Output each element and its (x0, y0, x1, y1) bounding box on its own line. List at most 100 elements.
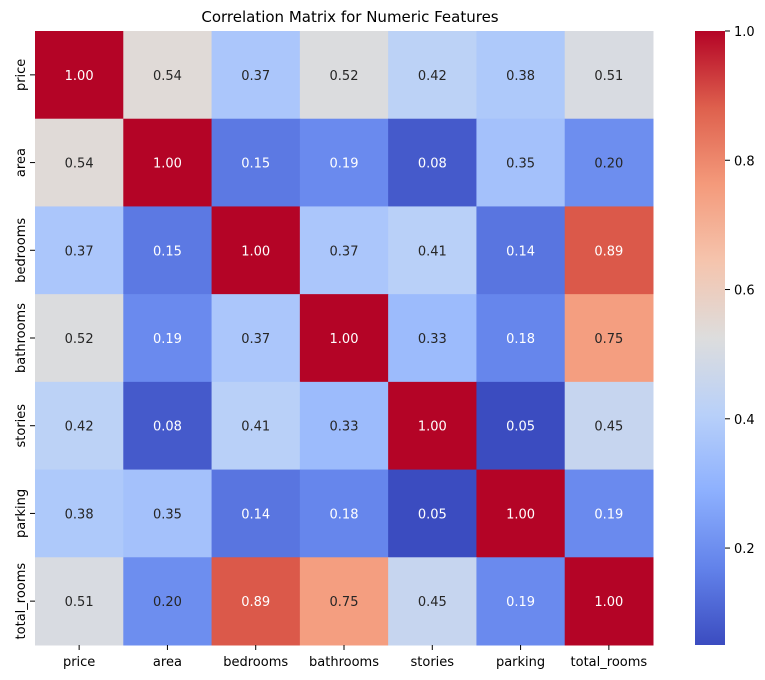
y-tick-label-bedrooms: bedrooms (14, 218, 29, 283)
heatmap-cell-3-6 (564, 294, 654, 383)
cell-value-2-2: 1.00 (241, 244, 270, 259)
heatmap-cell-4-6 (564, 381, 654, 471)
chart-title: Correlation Matrix for Numeric Features (201, 8, 498, 26)
cell-value-4-0: 0.42 (65, 420, 94, 435)
colorbar-tick-label-2: 0.6 (734, 284, 755, 299)
cell-value-3-0: 0.52 (65, 332, 94, 347)
y-tick-label-bathrooms: bathrooms (14, 303, 29, 373)
cell-value-5-5: 1.00 (506, 507, 535, 522)
cell-value-2-4: 0.41 (418, 244, 447, 259)
x-tick-label-area: area (153, 655, 182, 670)
x-tick-label-total_rooms: total_rooms (571, 655, 648, 670)
heatmap-cell-1-2 (211, 118, 301, 207)
cell-value-4-1: 0.08 (153, 420, 182, 435)
cell-value-6-6: 1.00 (594, 595, 623, 610)
cell-value-2-0: 0.37 (65, 244, 94, 259)
cell-value-4-5: 0.05 (506, 420, 535, 435)
heatmap-cell-6-2 (211, 557, 301, 646)
heatmap-cell-5-2 (211, 469, 301, 558)
cell-value-5-2: 0.14 (241, 507, 270, 522)
y-tick-label-parking: parking (14, 489, 29, 538)
cell-value-1-6: 0.20 (594, 157, 623, 172)
heatmap-cell-4-1 (123, 381, 213, 471)
heatmap-cell-5-4 (388, 469, 477, 558)
cell-value-5-1: 0.35 (153, 507, 182, 522)
heatmap-cell-6-1 (123, 557, 213, 646)
cell-value-6-0: 0.51 (65, 595, 94, 610)
heatmap-cell-6-0 (35, 557, 124, 646)
heatmap-cell-5-0 (35, 469, 124, 558)
heatmap-cell-2-4 (388, 206, 477, 295)
cell-value-6-3: 0.75 (330, 595, 359, 610)
cell-value-5-3: 0.18 (330, 507, 359, 522)
heatmap-cell-4-3 (299, 381, 389, 471)
heatmap-cell-2-0 (35, 206, 124, 295)
cell-value-0-4: 0.42 (418, 69, 447, 84)
heatmap-cell-0-6 (564, 31, 654, 120)
cell-value-3-6: 0.75 (594, 332, 623, 347)
cell-value-2-6: 0.89 (594, 244, 623, 259)
colorbar-tick-label-1: 0.4 (734, 413, 755, 428)
cell-value-0-0: 1.00 (65, 69, 94, 84)
heatmap-cell-3-4 (388, 294, 477, 383)
heatmap-cell-2-1 (123, 206, 213, 295)
heatmap-cell-3-0 (35, 294, 124, 383)
cell-value-3-2: 0.37 (241, 332, 270, 347)
cell-value-1-3: 0.19 (330, 157, 359, 172)
heatmap-cell-0-4 (388, 31, 477, 120)
cell-value-3-1: 0.19 (153, 332, 182, 347)
cell-value-2-3: 0.37 (330, 244, 359, 259)
colorbar-tick-label-3: 0.8 (734, 154, 755, 169)
y-tick-label-area: area (14, 148, 29, 177)
heatmap-cell-0-5 (476, 31, 566, 120)
cell-value-4-6: 0.45 (594, 420, 623, 435)
x-tick-label-stories: stories (411, 655, 455, 670)
x-tick-label-bathrooms: bathrooms (309, 655, 379, 670)
heatmap-cell-5-5 (476, 469, 566, 558)
heatmap-cell-1-6 (564, 118, 654, 207)
heatmap-cell-4-0 (35, 381, 124, 471)
heatmap-cells: 1.00 0.54 0.37 0.52 0.42 0.38 0.51 0.54 1.00 0.15… (35, 31, 654, 646)
heatmap-cell-4-2 (211, 381, 301, 471)
y-axis-ticks: price area bedrooms bathrooms stories parking… (14, 59, 35, 639)
heatmap-cell-5-1 (123, 469, 213, 558)
cell-value-6-5: 0.19 (506, 595, 535, 610)
cell-value-6-2: 0.89 (241, 595, 270, 610)
cell-value-5-4: 0.05 (418, 507, 447, 522)
colorbar-gradient (695, 31, 725, 645)
colorbar: 0.2 0.4 0.6 0.8 1.0 (695, 25, 755, 645)
cell-value-5-6: 0.19 (594, 507, 623, 522)
heatmap-cell-6-5 (476, 557, 566, 646)
cell-value-3-4: 0.33 (418, 332, 447, 347)
heatmap-cell-1-3 (299, 118, 389, 207)
cell-value-2-1: 0.15 (153, 244, 182, 259)
x-tick-label-bedrooms: bedrooms (223, 655, 288, 670)
cell-value-1-0: 0.54 (65, 157, 94, 172)
cell-value-1-2: 0.15 (241, 157, 270, 172)
heatmap-cell-0-1 (123, 31, 213, 120)
heatmap-cell-6-3 (299, 557, 389, 646)
x-axis-ticks: price area bedrooms bathrooms stories parking… (63, 645, 647, 670)
heatmap-cell-1-1 (123, 118, 213, 207)
colorbar-tick-label-0: 0.2 (734, 542, 755, 557)
heatmap-cell-4-5 (476, 381, 566, 471)
colorbar-tick-label-4: 1.0 (734, 25, 755, 40)
heatmap-cell-5-3 (299, 469, 389, 558)
cell-value-5-0: 0.38 (65, 507, 94, 522)
heatmap-cell-2-2 (211, 206, 301, 295)
heatmap-cell-0-3 (299, 31, 389, 120)
heatmap-cell-3-5 (476, 294, 566, 383)
heatmap-cell-0-0 (35, 31, 124, 120)
cell-value-0-2: 0.37 (241, 69, 270, 84)
cell-value-4-4: 1.00 (418, 420, 447, 435)
heatmap-cell-0-2 (211, 31, 301, 120)
heatmap-cell-3-2 (211, 294, 301, 383)
cell-value-0-3: 0.52 (330, 69, 359, 84)
heatmap-cell-1-0 (35, 118, 124, 207)
heatmap-cell-6-6 (564, 557, 654, 646)
heatmap-cell-4-4 (388, 381, 477, 471)
heatmap-cell-5-6 (564, 469, 654, 558)
heatmap-cell-2-3 (299, 206, 389, 295)
y-tick-label-stories: stories (14, 404, 29, 448)
